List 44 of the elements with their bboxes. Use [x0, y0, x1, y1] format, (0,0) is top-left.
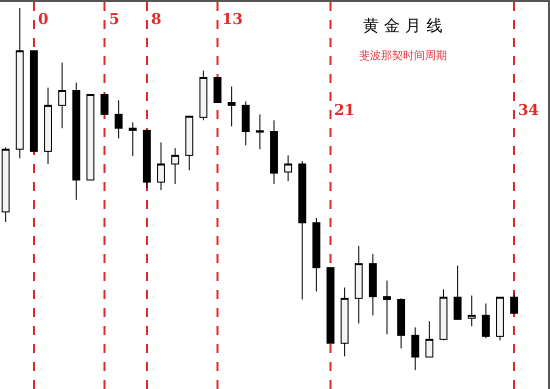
- candlestick: [142, 130, 151, 188]
- candlestick: [482, 302, 490, 339]
- candlestick: [44, 87, 52, 165]
- candlestick: [185, 116, 194, 171]
- candlestick: [171, 148, 180, 184]
- candlestick: [114, 100, 123, 139]
- candlestick: [340, 287, 349, 357]
- candlestick: [157, 142, 165, 191]
- annotation: 34: [518, 101, 539, 119]
- candlestick: [326, 267, 334, 344]
- candlestick: [411, 326, 420, 371]
- candlestick: [440, 288, 448, 341]
- text: 斐波那契时间周期: [359, 49, 447, 62]
- candlestick: [383, 280, 391, 335]
- candlestick: [100, 94, 108, 115]
- candlestick: [72, 82, 80, 200]
- candlestick: [354, 245, 363, 324]
- candlestick: [397, 298, 406, 349]
- annotation: 21: [334, 101, 355, 119]
- candlestick: [298, 160, 306, 300]
- candlestick: [256, 114, 264, 150]
- candlestick: [510, 292, 518, 314]
- annotation: 5: [109, 10, 120, 28]
- candlestick: [58, 62, 66, 129]
- candlestick: [128, 122, 137, 157]
- candlestick: [228, 86, 236, 127]
- annotation: 13: [222, 10, 243, 28]
- candlestick: [270, 120, 278, 184]
- candlestick: [454, 265, 462, 320]
- candlestick: [214, 77, 222, 103]
- annotation: 0: [38, 10, 48, 28]
- candlestick: [468, 295, 476, 327]
- candlestick: [284, 154, 292, 182]
- candlestick: [368, 253, 377, 316]
- candlestick: [86, 94, 94, 180]
- candlestick: [496, 296, 504, 341]
- annotation: 8: [151, 10, 162, 28]
- candlestick: [16, 7, 24, 159]
- candlestick: [30, 50, 38, 152]
- candlestick: [425, 320, 434, 358]
- candlestick: [312, 218, 320, 292]
- candlestick: [242, 100, 250, 146]
- text: 黄 金 月 线: [363, 16, 442, 35]
- candlestick: [199, 70, 208, 121]
